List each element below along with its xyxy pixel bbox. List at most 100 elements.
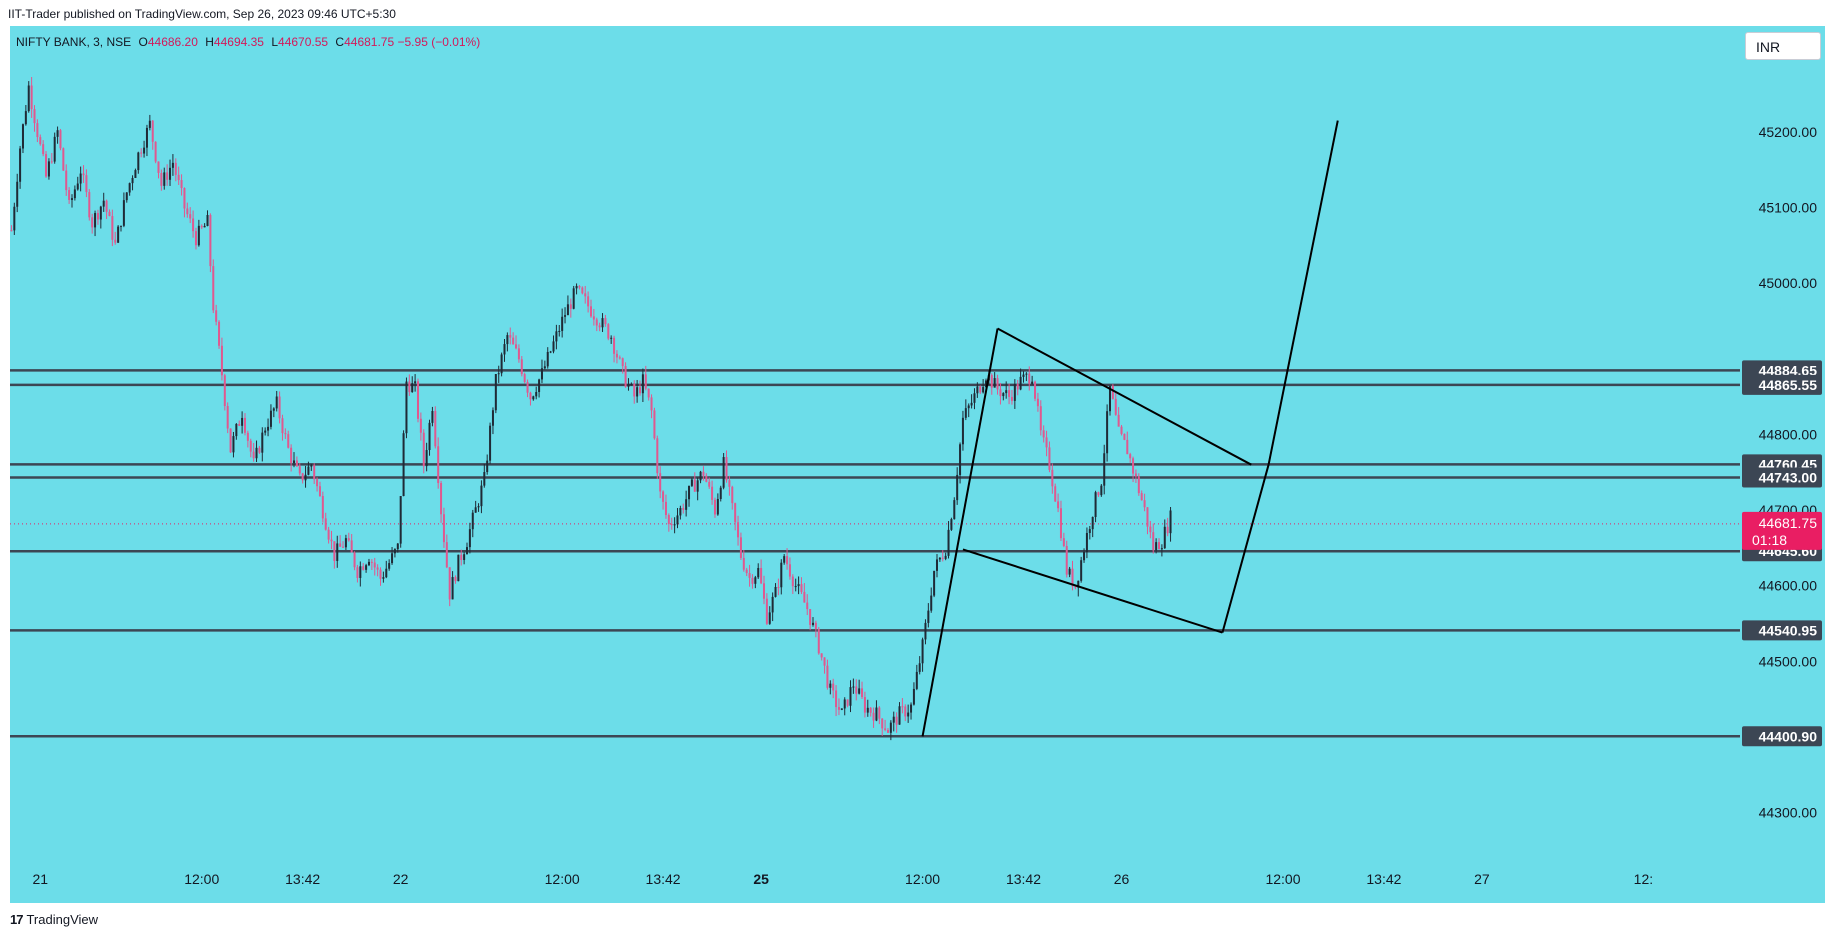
candle-body [56,130,59,137]
candle-body [875,707,878,721]
candle-body [36,123,39,138]
candle-body [1163,526,1166,549]
high-label: H [205,35,214,49]
trend-line[interactable] [962,548,1223,634]
candle-body [664,501,667,516]
candle-body [287,434,290,448]
candle-body [806,602,809,610]
candle-body [532,396,535,400]
trend-line[interactable] [997,327,1252,466]
candle-body [42,144,45,155]
candle-body [1134,473,1137,477]
candle-body [984,380,988,388]
candle-body [982,387,985,393]
candle-body [414,381,417,384]
candle-body [154,141,157,162]
candle-body [604,318,607,325]
candle-body [973,393,976,403]
candle-body [777,586,780,588]
candle-body [1059,508,1062,539]
candle-body [367,561,370,566]
candle-body [422,432,425,467]
candle-body [119,225,123,227]
x-tick-label: 12:00 [545,871,580,887]
candle-body [177,174,180,181]
candle-body [800,584,803,592]
candle-body [434,410,437,447]
candle-body [261,432,264,453]
candle-body [993,378,996,388]
candle-body [1068,568,1071,575]
candle-body [359,566,362,578]
candle-body [365,565,368,570]
candle-body [451,577,454,600]
candle-body [846,699,849,706]
candle-body [886,729,889,733]
y-tick-label: 45200.00 [1759,124,1818,140]
candle-body [192,218,195,232]
currency-button[interactable]: INR [1745,32,1821,60]
close-label: C [335,35,345,49]
candle-body [947,529,950,556]
candle-body [526,381,529,393]
candle-body [1045,437,1048,448]
candle-body [1155,542,1158,551]
candle-body [180,180,183,189]
candle-body [1022,374,1025,377]
candle-body [688,485,691,500]
candle-body [411,383,414,393]
tradingview-logo[interactable]: 17 TradingView [10,912,98,927]
candle-body [898,706,901,725]
candle-body [166,172,169,180]
candle-body [587,296,590,307]
y-tick-label: 44600.00 [1759,578,1818,594]
candle-body [964,408,967,418]
candle-body [463,554,466,561]
candle-body [186,208,189,215]
candle-body [702,471,705,476]
candle-body [803,591,806,603]
x-tick-label: 26 [1114,871,1130,887]
candle-body [927,610,930,623]
candle-body [249,440,252,452]
candle-body [543,366,546,369]
candle-body [921,639,924,664]
candle-body [1088,529,1091,533]
y-tick-label: 45000.00 [1759,275,1818,291]
level-badge-label: 44400.90 [1759,728,1818,744]
x-tick-label: 13:42 [646,871,681,887]
candle-body [768,612,771,624]
candle-body [13,206,16,231]
candle-body [878,707,881,719]
candle-body [59,130,62,149]
candle-body [1126,439,1129,455]
trend-line[interactable] [1221,464,1270,633]
candle-body [569,304,572,309]
candle-body [1146,507,1149,527]
drawings [921,120,1339,737]
candle-body [725,457,728,481]
level-badge [1742,620,1822,641]
candle-body [656,438,659,474]
candle-body [370,561,373,563]
candle-body [356,567,359,578]
candle-body [393,549,396,554]
candle-body [379,569,382,579]
price-chart[interactable]: 45200.0045100.0045000.0044800.0044700.00… [10,26,1825,903]
trend-line[interactable] [921,328,999,737]
low-value: 44670.55 [278,35,329,49]
candle-body [353,552,356,568]
candle-body [1042,430,1045,438]
candle-body [189,214,192,219]
candle-body [480,485,483,507]
candle-body [301,473,304,481]
candle-body [405,381,408,434]
chart-area[interactable]: 45200.00 45100.00 45000.00 44800.00 44700.00… [10,26,1825,903]
candle-body [307,466,310,475]
candle-body [1111,385,1114,399]
candle-body [460,554,463,561]
trend-line[interactable] [1267,120,1339,465]
candle-body [50,161,53,163]
candle-body [1120,426,1123,434]
